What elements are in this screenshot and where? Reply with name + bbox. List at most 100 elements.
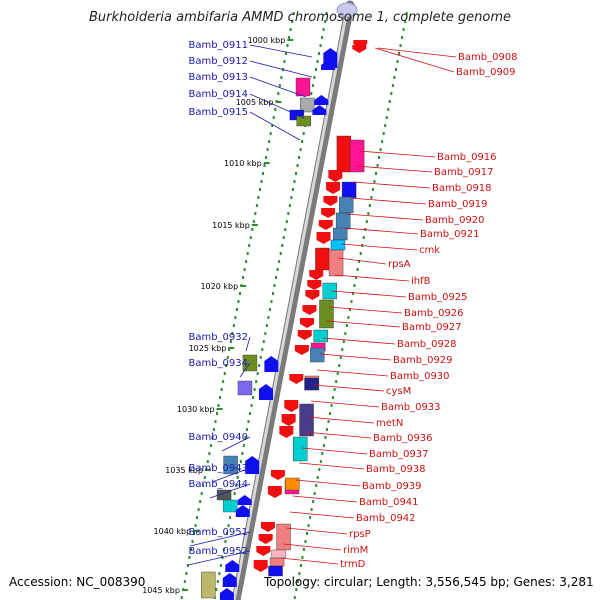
track-dot bbox=[293, 180, 296, 183]
track-dot bbox=[238, 468, 241, 471]
reverse-gene bbox=[339, 196, 354, 214]
right-gene-label: Bamb_0930 bbox=[390, 371, 450, 382]
track-dot bbox=[342, 340, 345, 343]
track-dot bbox=[233, 492, 236, 495]
track-dot bbox=[347, 316, 350, 319]
track-dot bbox=[242, 444, 245, 447]
reverse-gene bbox=[260, 522, 275, 532]
left-gene-label: Bamb_0913 bbox=[188, 72, 248, 83]
track-dot bbox=[284, 228, 287, 231]
track-dot bbox=[274, 108, 277, 111]
right-leader-line bbox=[323, 337, 396, 345]
track-dot bbox=[295, 588, 298, 591]
reverse-gene bbox=[307, 280, 322, 290]
kbp-tick bbox=[275, 101, 282, 103]
track-dot bbox=[285, 220, 288, 223]
track-dot bbox=[185, 572, 188, 575]
track-dot bbox=[402, 28, 405, 31]
track-dot bbox=[345, 324, 348, 327]
right-gene-label: Bamb_0925 bbox=[408, 292, 468, 303]
track-dot bbox=[370, 196, 373, 199]
reverse-gene bbox=[302, 305, 317, 315]
track-dot bbox=[252, 396, 255, 399]
track-dot bbox=[271, 124, 274, 127]
track-dot bbox=[367, 212, 370, 215]
left-leader-line bbox=[249, 111, 301, 141]
track-dot bbox=[245, 260, 248, 263]
track-dot bbox=[358, 260, 361, 263]
track-dot bbox=[310, 508, 313, 511]
forward-gene bbox=[201, 571, 216, 599]
right-leader-line bbox=[305, 431, 372, 439]
track-dot bbox=[255, 204, 258, 207]
track-dot bbox=[215, 588, 218, 591]
left-gene-label: Bamb_0944 bbox=[188, 479, 248, 490]
right-leader-line bbox=[316, 369, 389, 377]
right-gene-label: Bamb_0918 bbox=[432, 183, 492, 194]
track-dot bbox=[396, 60, 399, 63]
track-dot bbox=[290, 196, 293, 199]
reverse-gene bbox=[328, 249, 344, 277]
right-gene-label: Bamb_0908 bbox=[458, 52, 518, 63]
track-dot bbox=[275, 276, 278, 279]
left-gene-label: Bamb_0911 bbox=[188, 40, 248, 51]
track-dot bbox=[314, 68, 317, 71]
forward-gene bbox=[222, 499, 238, 513]
reverse-gene bbox=[309, 270, 324, 280]
track-dot bbox=[219, 564, 222, 567]
track-dot bbox=[256, 372, 259, 375]
track-dot bbox=[225, 364, 228, 367]
track-dot bbox=[321, 452, 324, 455]
reverse-gene bbox=[271, 549, 286, 559]
right-gene-label: Bamb_0909 bbox=[456, 67, 516, 78]
track-dot bbox=[341, 348, 344, 351]
track-dot bbox=[319, 460, 322, 463]
map-title: Burkholderia ambifaria AMMD chromosome 1… bbox=[88, 10, 512, 25]
track-dot bbox=[255, 380, 258, 383]
reverse-gene bbox=[310, 347, 325, 363]
track-dot bbox=[348, 308, 351, 311]
track-dot bbox=[216, 580, 219, 583]
track-dot bbox=[325, 428, 328, 431]
reverse-gene bbox=[268, 565, 283, 577]
track-dot bbox=[229, 516, 232, 519]
track-dot bbox=[189, 548, 192, 551]
right-leader-line bbox=[344, 227, 419, 235]
track-dot bbox=[292, 12, 295, 15]
left-leader-line bbox=[187, 550, 251, 566]
track-dot bbox=[280, 76, 283, 79]
track-dot bbox=[252, 220, 255, 223]
left-leader-line bbox=[245, 336, 251, 352]
forward-gene bbox=[237, 495, 252, 505]
track-dot bbox=[264, 332, 267, 335]
track-dot bbox=[249, 412, 252, 415]
right-gene-label: trmD bbox=[340, 559, 366, 570]
track-dot bbox=[317, 52, 320, 55]
track-dot bbox=[245, 428, 248, 431]
track-dot bbox=[373, 180, 376, 183]
track-dot bbox=[394, 68, 397, 71]
track-dot bbox=[332, 396, 335, 399]
track-dot bbox=[325, 12, 328, 15]
right-leader-line bbox=[349, 197, 427, 205]
right-leader-line bbox=[314, 384, 385, 392]
right-leader-line bbox=[307, 416, 375, 424]
track-dot bbox=[286, 44, 289, 47]
track-dot bbox=[200, 492, 203, 495]
track-dot bbox=[299, 148, 302, 151]
track-dot bbox=[281, 244, 284, 247]
track-dot bbox=[263, 164, 266, 167]
right-leader-line bbox=[346, 213, 424, 221]
track-dot bbox=[298, 572, 301, 575]
right-leader-line bbox=[328, 306, 403, 314]
track-dot bbox=[199, 500, 202, 503]
track-dot bbox=[254, 212, 257, 215]
right-gene-label: rpsA bbox=[388, 259, 411, 270]
track-dot bbox=[191, 540, 194, 543]
reverse-gene bbox=[253, 560, 268, 572]
track-dot bbox=[324, 436, 327, 439]
kbp-label: 1010 kbp bbox=[224, 159, 262, 168]
right-gene-label: Bamb_0927 bbox=[402, 322, 462, 333]
right-gene-label: Bamb_0921 bbox=[420, 229, 480, 240]
track-dot bbox=[231, 332, 234, 335]
